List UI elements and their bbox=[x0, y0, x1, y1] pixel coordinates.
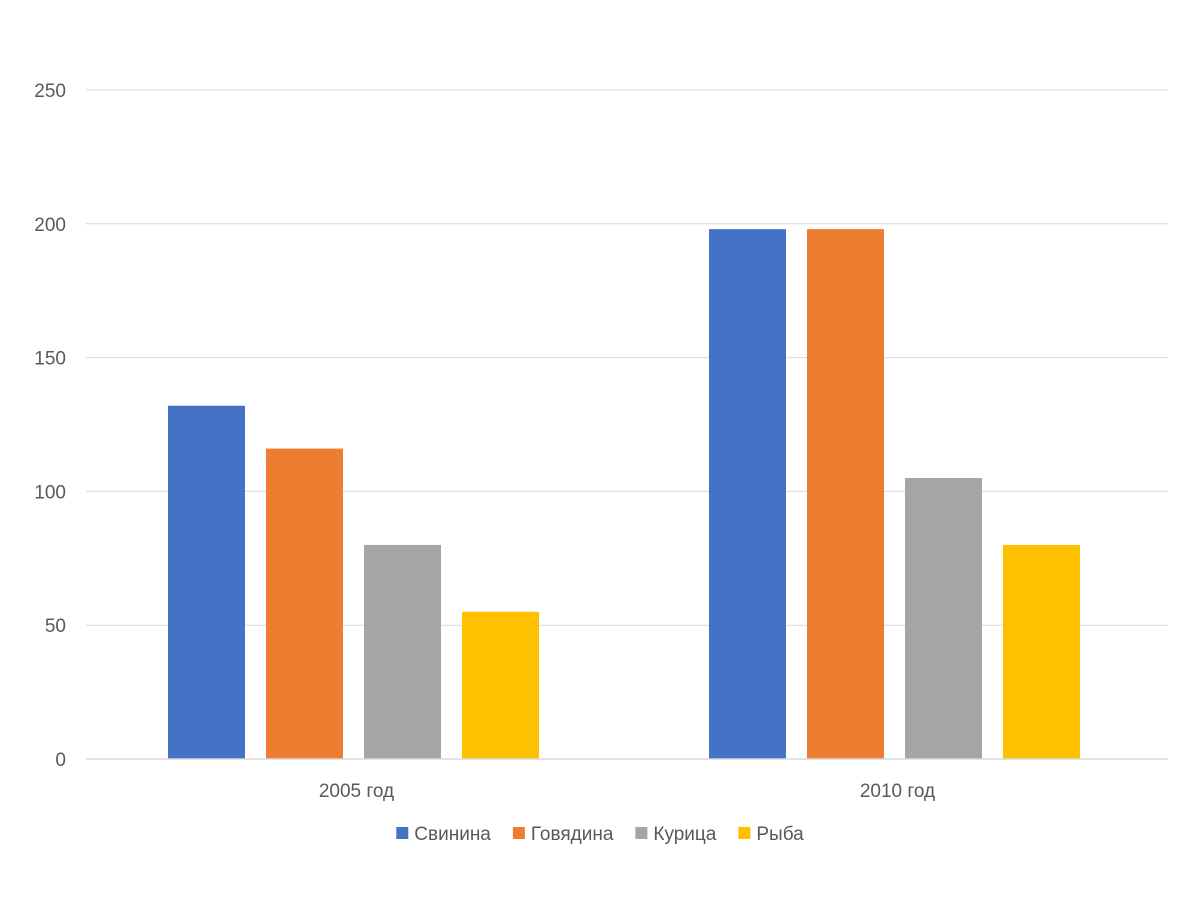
x-category-label: 2010 год bbox=[860, 781, 935, 802]
bar bbox=[462, 611, 539, 759]
legend-swatch bbox=[635, 827, 648, 839]
legend-swatch bbox=[738, 827, 751, 839]
y-tick-label: 0 bbox=[55, 750, 66, 771]
legend-item: Курица bbox=[635, 824, 717, 845]
legend-item: Свинина bbox=[396, 824, 491, 845]
legend-swatch bbox=[396, 827, 409, 839]
y-tick-label: 200 bbox=[34, 215, 66, 236]
x-axis-category-labels: 2005 год 2010 год bbox=[319, 781, 935, 802]
bar bbox=[1003, 544, 1080, 759]
bar bbox=[364, 544, 441, 759]
legend-item: Рыба bbox=[738, 824, 804, 845]
legend-swatch bbox=[512, 827, 525, 839]
legend-label: Рыба bbox=[756, 824, 804, 845]
legend-label: Свинина bbox=[414, 824, 491, 845]
y-tick-label: 150 bbox=[34, 349, 66, 370]
legend-item: Говядина bbox=[512, 824, 614, 845]
legend: Свинина Говядина Курица Рыба bbox=[396, 824, 804, 845]
x-category-label: 2005 год bbox=[319, 781, 394, 802]
bar bbox=[905, 478, 982, 759]
bars bbox=[168, 229, 1080, 760]
y-tick-label: 100 bbox=[34, 482, 66, 503]
bar bbox=[168, 405, 245, 759]
y-tick-label: 50 bbox=[45, 616, 66, 637]
bar bbox=[807, 229, 884, 760]
legend-label: Говядина bbox=[531, 824, 614, 845]
legend-label: Курица bbox=[653, 824, 716, 845]
y-tick-label: 250 bbox=[34, 81, 66, 102]
bar bbox=[266, 448, 343, 759]
y-axis-tick-labels: 0 50 100 150 200 250 bbox=[34, 81, 66, 771]
bar bbox=[709, 229, 786, 760]
